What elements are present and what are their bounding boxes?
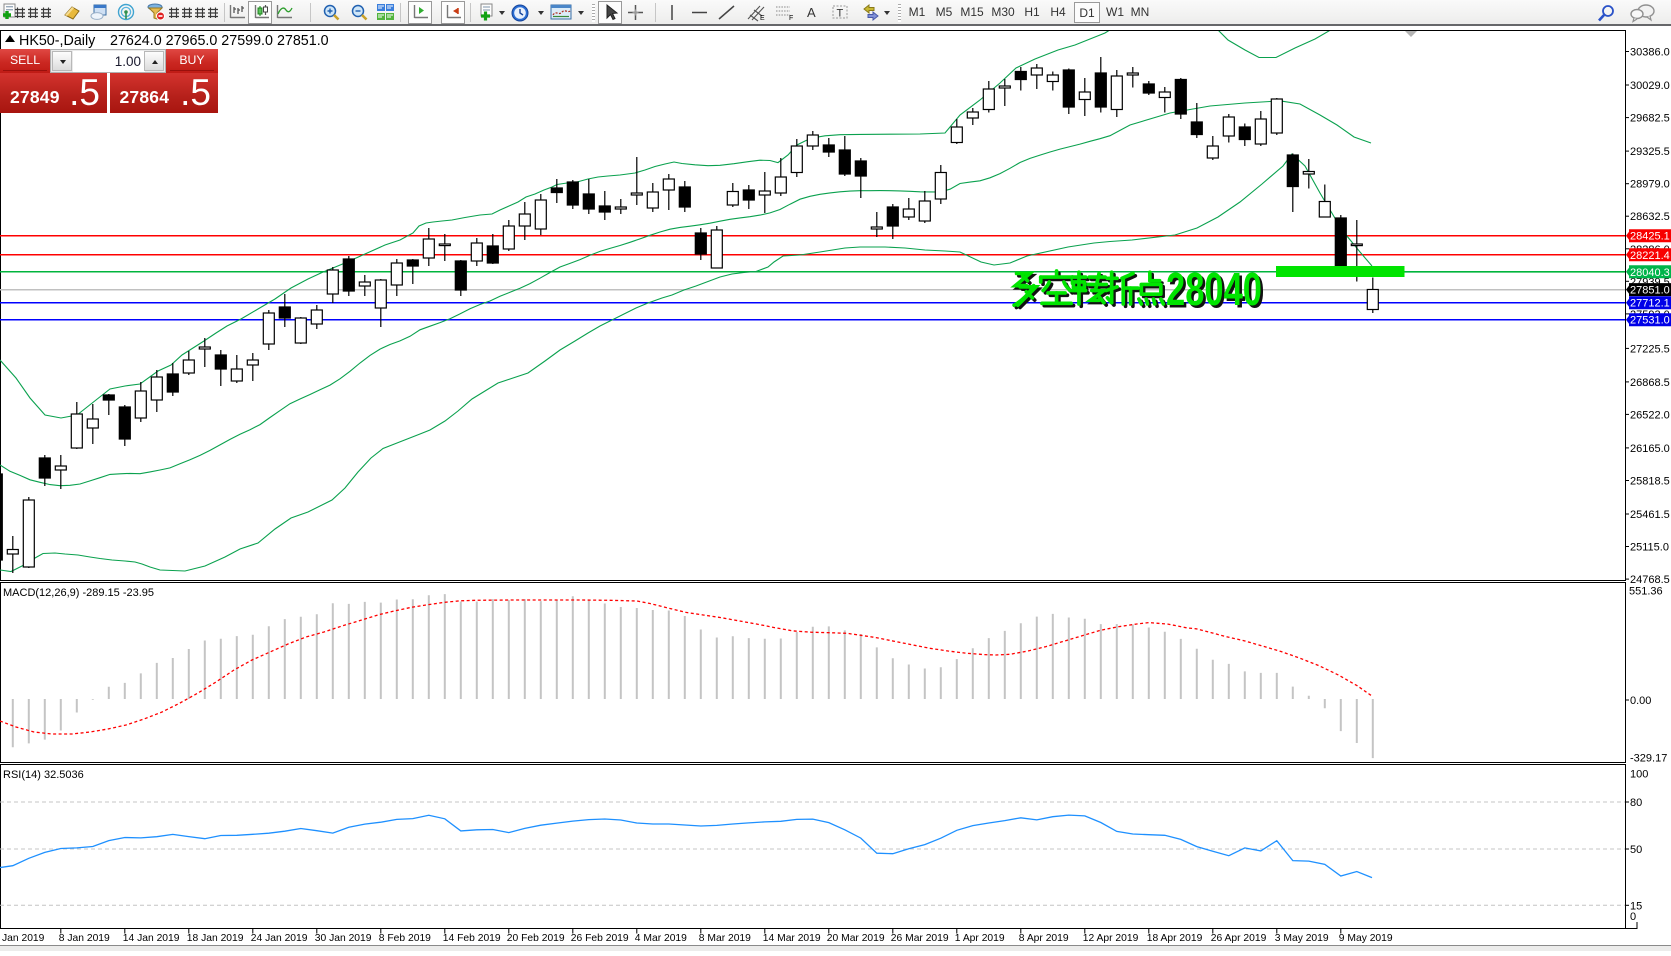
svg-text:24 Jan 2019: 24 Jan 2019 [251, 933, 308, 944]
svg-text:80: 80 [1630, 797, 1642, 809]
svg-text:28632.5: 28632.5 [1630, 211, 1670, 223]
svg-text:24768.5: 24768.5 [1630, 574, 1670, 586]
svg-text:9 May 2019: 9 May 2019 [1339, 933, 1393, 944]
svg-text:50: 50 [1630, 844, 1642, 856]
svg-text:30 Jan 2019: 30 Jan 2019 [315, 933, 372, 944]
svg-text:T: T [837, 8, 844, 20]
svg-text:25461.5: 25461.5 [1630, 509, 1670, 521]
svg-text:27225.5: 27225.5 [1630, 343, 1670, 355]
svg-text:29325.5: 29325.5 [1630, 146, 1670, 158]
svg-text:0.00: 0.00 [1630, 695, 1651, 707]
svg-text:30386.0: 30386.0 [1630, 47, 1670, 59]
svg-text:14 Mar 2019: 14 Mar 2019 [763, 933, 821, 944]
svg-text:28040.3: 28040.3 [1630, 267, 1670, 279]
svg-text:E: E [760, 15, 765, 22]
svg-text:HK50-,Daily: HK50-,Daily [19, 33, 96, 49]
svg-text:27851.0: 27851.0 [1630, 285, 1670, 297]
svg-text:3 May 2019: 3 May 2019 [1275, 933, 1329, 944]
svg-text:26 Apr 2019: 26 Apr 2019 [1211, 933, 1267, 944]
svg-text:12 Apr 2019: 12 Apr 2019 [1083, 933, 1139, 944]
svg-text:8 Apr 2019: 8 Apr 2019 [1019, 933, 1069, 944]
svg-text:4 Mar 2019: 4 Mar 2019 [635, 933, 687, 944]
svg-text:MACD(12,26,9) -289.15 -23.95: MACD(12,26,9) -289.15 -23.95 [3, 587, 154, 599]
svg-text:26165.0: 26165.0 [1630, 443, 1670, 455]
svg-text:26868.5: 26868.5 [1630, 377, 1670, 389]
svg-text:14 Jan 2019: 14 Jan 2019 [123, 933, 180, 944]
svg-text:551.36: 551.36 [1629, 586, 1663, 598]
svg-text:26 Mar 2019: 26 Mar 2019 [891, 933, 949, 944]
svg-text:Jan 2019: Jan 2019 [2, 933, 45, 944]
svg-text:27531.0: 27531.0 [1630, 315, 1670, 327]
svg-text:RSI(14) 32.5036: RSI(14) 32.5036 [3, 769, 84, 781]
svg-text:8 Jan 2019: 8 Jan 2019 [59, 933, 110, 944]
svg-text:28979.0: 28979.0 [1630, 179, 1670, 191]
svg-text:8 Mar 2019: 8 Mar 2019 [699, 933, 751, 944]
svg-text:30029.0: 30029.0 [1630, 80, 1670, 92]
svg-text:100: 100 [1630, 769, 1648, 781]
svg-text:28040: 28040 [1166, 263, 1262, 315]
svg-text:28425.1: 28425.1 [1630, 231, 1670, 243]
svg-text:18 Jan 2019: 18 Jan 2019 [187, 933, 244, 944]
svg-text:28040: 28040 [1169, 266, 1265, 318]
svg-text:8 Feb 2019: 8 Feb 2019 [379, 933, 431, 944]
svg-text:15: 15 [1630, 900, 1642, 912]
svg-text:14 Feb 2019: 14 Feb 2019 [443, 933, 501, 944]
svg-text:1 Apr 2019: 1 Apr 2019 [955, 933, 1005, 944]
svg-text:27712.1: 27712.1 [1630, 298, 1670, 310]
svg-text:27624.0 27965.0 27599.0 27851.: 27624.0 27965.0 27599.0 27851.0 [110, 33, 329, 49]
svg-text:F: F [789, 15, 793, 22]
svg-text:26 Feb 2019: 26 Feb 2019 [571, 933, 629, 944]
svg-text:26522.0: 26522.0 [1630, 409, 1670, 421]
svg-text:25115.0: 25115.0 [1630, 542, 1669, 554]
svg-text:28221.4: 28221.4 [1630, 250, 1670, 262]
svg-text:18 Apr 2019: 18 Apr 2019 [1147, 933, 1203, 944]
svg-text:-329.17: -329.17 [1630, 753, 1667, 765]
svg-text:25818.5: 25818.5 [1630, 476, 1670, 488]
svg-text:29682.5: 29682.5 [1630, 113, 1670, 125]
svg-text:20 Feb 2019: 20 Feb 2019 [507, 933, 565, 944]
svg-text:0: 0 [1630, 911, 1636, 923]
svg-text:20 Mar 2019: 20 Mar 2019 [827, 933, 885, 944]
svg-text:A: A [807, 5, 816, 20]
